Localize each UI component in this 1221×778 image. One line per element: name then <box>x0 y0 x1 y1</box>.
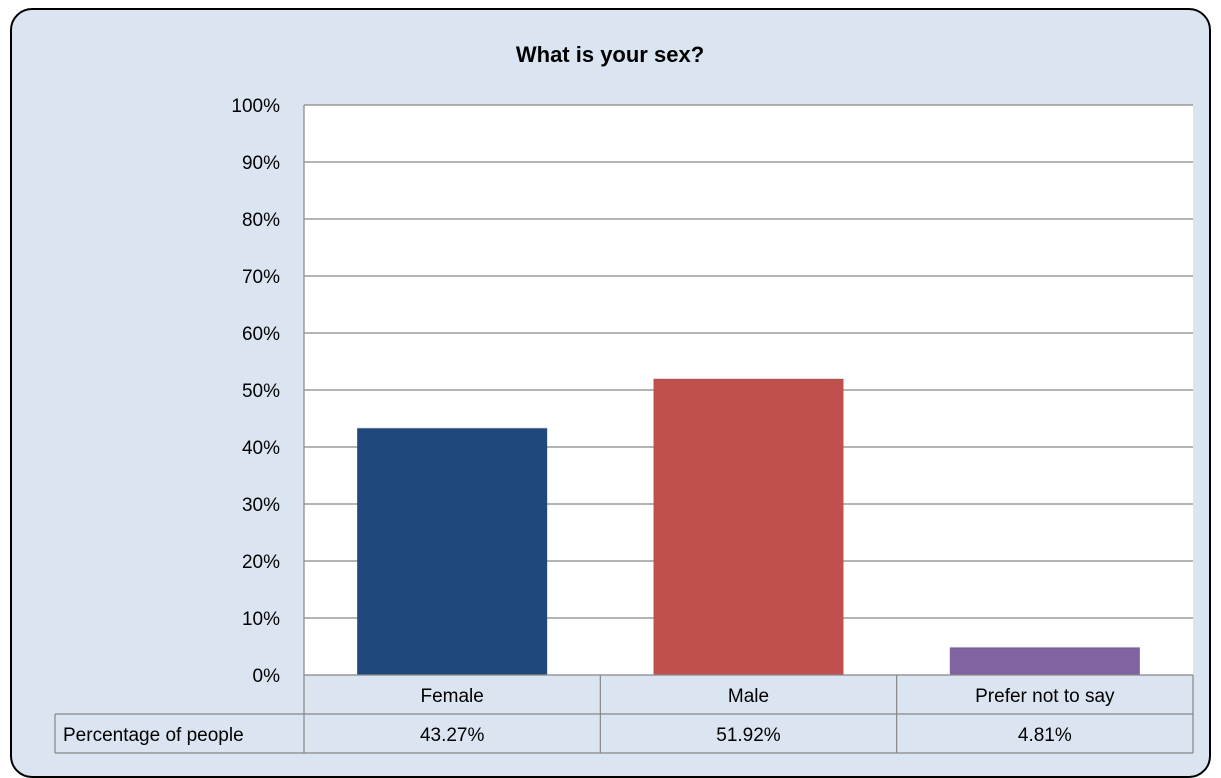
table-row-label: Percentage of people <box>63 725 244 746</box>
y-tick-label: 100% <box>231 96 280 117</box>
data-table: Percentage of people Female 43.27% Male 51.9… <box>54 674 1194 754</box>
bar <box>653 379 844 675</box>
y-tick-label: 50% <box>242 381 280 402</box>
y-tick-label: 90% <box>242 153 280 174</box>
y-tick-label: 10% <box>242 609 280 630</box>
x-category-label: Male <box>728 686 769 707</box>
y-tick-label: 20% <box>242 552 280 573</box>
chart-title: What is your sex? <box>516 42 704 67</box>
table-value-cell: 43.27% <box>420 725 485 746</box>
y-axis: 0% 10% 20% 30% 40% 50% 60% 70% 80% 90% 100% <box>231 96 305 687</box>
y-tick-label: 40% <box>242 438 280 459</box>
y-tick-label: 80% <box>242 210 280 231</box>
y-tick-label: 60% <box>242 324 280 345</box>
table-value-cell: 51.92% <box>716 725 781 746</box>
y-tick-label: 30% <box>242 495 280 516</box>
y-tick-label: 70% <box>242 267 280 288</box>
y-tick-label: 0% <box>253 666 281 687</box>
bar <box>357 428 548 675</box>
table-value-cell: 4.81% <box>1018 725 1072 746</box>
x-category-label: Prefer not to say <box>975 686 1115 707</box>
bar <box>949 647 1140 675</box>
bars <box>357 378 1140 675</box>
chart-svg: What is your sex? 0% 10% 20% 30% 40% 50% 60% 70… <box>54 42 1194 754</box>
x-category-label: Female <box>420 686 483 707</box>
